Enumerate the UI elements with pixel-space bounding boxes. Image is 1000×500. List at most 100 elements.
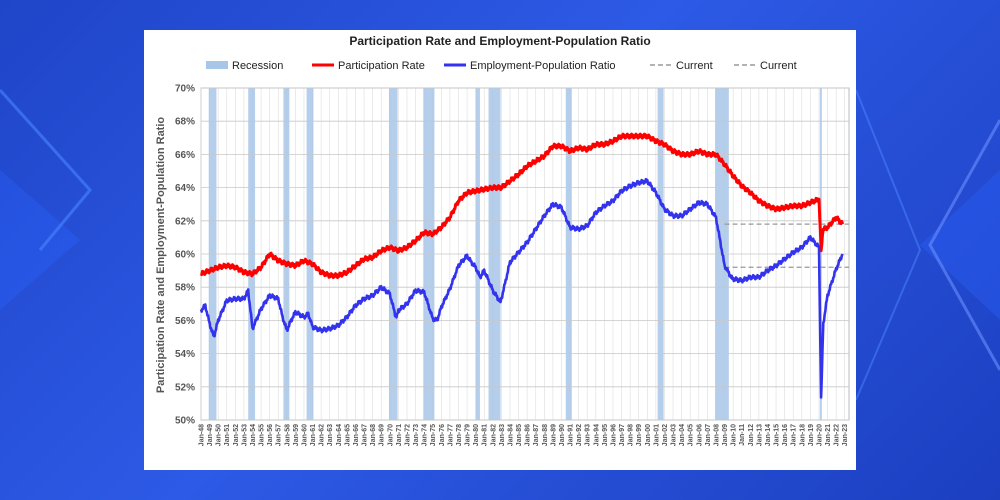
y-tick-label: 60%: [175, 250, 195, 261]
x-tick-label: Jan-61: [310, 424, 317, 446]
x-tick-label: Jan-06: [696, 424, 703, 446]
x-tick-label: Jan-15: [774, 424, 781, 446]
x-tick-label: Jan-63: [327, 424, 334, 446]
x-tick-label: Jan-60: [301, 424, 308, 446]
legend: Recession Participation Rate Employment-…: [206, 60, 797, 72]
x-tick-label: Jan-94: [593, 424, 600, 446]
legend-epop-label: Employment-Population Ratio: [470, 60, 616, 72]
x-tick-label: Jan-52: [233, 424, 240, 446]
right-chevron-shape: [920, 170, 1000, 320]
x-tick-label: Jan-04: [679, 424, 686, 446]
x-tick-label: Jan-18: [799, 424, 806, 446]
x-tick-label: Jan-54: [250, 424, 257, 446]
x-tick-label: Jan-99: [636, 424, 643, 446]
x-tick-label: Jan-08: [713, 424, 720, 446]
y-tick-label: 64%: [175, 183, 195, 194]
x-tick-label: Jan-81: [482, 424, 489, 446]
x-tick-label: Jan-21: [825, 424, 832, 446]
x-tick-label: Jan-49: [207, 424, 214, 446]
x-tick-label: Jan-91: [568, 424, 575, 446]
legend-current-label-1: Current: [676, 60, 713, 72]
x-tick-label: Jan-78: [456, 424, 463, 446]
x-tick-label: Jan-14: [765, 424, 772, 446]
x-tick-label: Jan-65: [344, 424, 351, 446]
participation-rate-line: [199, 132, 845, 280]
x-tick-label: Jan-02: [662, 424, 669, 446]
x-tick-label: Jan-50: [216, 424, 223, 446]
x-tick-label: Jan-19: [808, 424, 815, 446]
y-axis-label: Participation Rate and Employment-Popula…: [155, 117, 167, 394]
x-tick-label: Jan-62: [319, 424, 326, 446]
x-tick-label: Jan-53: [241, 424, 248, 446]
x-tick-label: Jan-87: [533, 424, 540, 446]
right-inner-line: [855, 89, 922, 401]
x-tick-label: Jan-72: [404, 424, 411, 446]
x-tick-label: Jan-13: [756, 424, 763, 446]
x-tick-label: Jan-51: [224, 424, 231, 446]
x-tick-label: Jan-82: [490, 424, 497, 446]
employment-population-ratio-line: [199, 177, 844, 399]
left-chevron-line: [0, 88, 92, 251]
x-tick-label: Jan-71: [396, 424, 403, 446]
x-tick-label: Jan-12: [748, 424, 755, 446]
x-tick-label: Jan-92: [576, 424, 583, 446]
x-tick-label: Jan-23: [842, 424, 849, 446]
chart-title: Participation Rate and Employment-Popula…: [349, 34, 650, 48]
x-tick-label: Jan-16: [782, 424, 789, 446]
x-tick-label: Jan-07: [705, 424, 712, 446]
x-tick-label: Jan-88: [542, 424, 549, 446]
chart-card: Participation Rate and Employment-Popula…: [144, 30, 856, 470]
x-tick-label: Jan-09: [722, 424, 729, 446]
x-tick-label: Jan-11: [739, 424, 746, 446]
x-tick-label: Jan-89: [550, 424, 557, 446]
x-tick-label: Jan-22: [834, 424, 841, 446]
x-tick-label: Jan-20: [816, 424, 823, 446]
x-tick-label: Jan-64: [336, 424, 343, 446]
x-tick-label: Jan-03: [671, 424, 678, 446]
y-tick-label: 62%: [175, 216, 195, 227]
y-tick-label: 66%: [175, 150, 195, 161]
x-tick-label: Jan-93: [585, 424, 592, 446]
x-tick-label: Jan-75: [430, 424, 437, 446]
x-tick-label: Jan-68: [370, 424, 377, 446]
plot-area: 50%52%54%56%58%60%62%64%66%68%70%Jan-48 J…: [175, 84, 850, 446]
x-tick-label: Jan-80: [473, 424, 480, 446]
legend-recession-label: Recession: [232, 60, 283, 72]
x-tick-label: Jan-17: [791, 424, 798, 446]
y-tick-label: 50%: [175, 416, 195, 427]
x-tick-label: Jan-66: [353, 424, 360, 446]
y-tick-label: 56%: [175, 316, 195, 327]
legend-recession-swatch: [206, 61, 228, 69]
x-tick-label: Jan-98: [628, 424, 635, 446]
x-tick-label: Jan-05: [688, 424, 695, 446]
x-tick-label: Jan-95: [602, 424, 609, 446]
x-tick-label: Jan-73: [413, 424, 420, 446]
x-tick-label: Jan-84: [507, 424, 514, 446]
x-tick-label: Jan-69: [379, 424, 386, 446]
x-tick-label: Jan-48: [199, 424, 206, 446]
x-tick-label: Jan-57: [276, 424, 283, 446]
x-tick-label: Jan-76: [439, 424, 446, 446]
y-tick-label: 68%: [175, 117, 195, 128]
x-tick-label: Jan-83: [499, 424, 506, 446]
x-tick-label: Jan-67: [362, 424, 369, 446]
x-tick-label: Jan-58: [284, 424, 291, 446]
x-tick-label: Jan-01: [653, 424, 660, 446]
y-tick-label: 70%: [175, 84, 195, 95]
legend-current-label-2: Current: [760, 60, 797, 72]
y-tick-label: 58%: [175, 283, 195, 294]
x-tick-label: Jan-74: [422, 424, 429, 446]
x-tick-label: Jan-79: [465, 424, 472, 446]
right-chevron-line: [928, 119, 1000, 371]
x-tick-label: Jan-10: [731, 424, 738, 446]
y-tick-label: 52%: [175, 382, 195, 393]
x-tick-label: Jan-55: [259, 424, 266, 446]
x-tick-label: Jan-77: [447, 424, 454, 446]
x-tick-label: Jan-97: [619, 424, 626, 446]
x-tick-label: Jan-59: [293, 424, 300, 446]
x-tick-label: Jan-56: [267, 424, 274, 446]
x-tick-label: Jan-85: [516, 424, 523, 446]
x-tick-label: Jan-90: [559, 424, 566, 446]
x-tick-label: Jan-70: [387, 424, 394, 446]
